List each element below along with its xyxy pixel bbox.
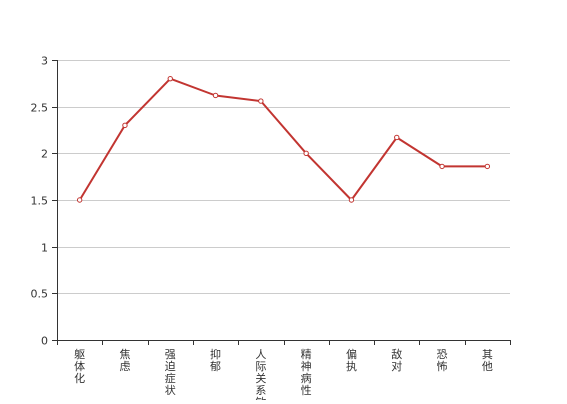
x-tick-label: 人际关系敏感 bbox=[255, 348, 266, 400]
series-line bbox=[78, 77, 488, 201]
data-point bbox=[348, 197, 355, 203]
x-tick-label: 强迫症状 bbox=[165, 348, 176, 397]
data-point bbox=[484, 163, 491, 170]
x-tick-label: 敌对 bbox=[391, 347, 402, 373]
y-tick-labels: 0 0.5 1 1.5 2 2.5 3 bbox=[31, 55, 49, 348]
y-tick-label: 1.5 bbox=[31, 195, 49, 208]
y-tick-label: 1 bbox=[41, 242, 48, 255]
x-tick-label: 偏执 bbox=[346, 347, 357, 373]
data-point bbox=[76, 197, 83, 203]
x-tick-label: 躯体化 bbox=[74, 348, 85, 385]
data-point bbox=[303, 150, 309, 157]
data-point bbox=[394, 134, 400, 141]
x-tick-labels: 躯体化 焦虑 强迫症状 抑郁 人际关系敏感 精神病性 偏执 敌对 恐怖 其他 bbox=[74, 347, 493, 404]
y-tick-label: 3 bbox=[41, 55, 48, 68]
grid-lines bbox=[57, 60, 510, 294]
x-tick-label: 恐怖 bbox=[437, 348, 448, 373]
data-point bbox=[439, 163, 445, 170]
data-point bbox=[122, 122, 128, 129]
y-tick-label: 0 bbox=[41, 335, 48, 348]
series-line-layer bbox=[76, 75, 491, 203]
y-tick-label: 2 bbox=[41, 148, 48, 161]
data-point bbox=[167, 75, 173, 82]
y-tick-label: 0.5 bbox=[31, 288, 49, 301]
y-tick-label: 2.5 bbox=[31, 102, 49, 115]
x-tick-label: 其他 bbox=[482, 348, 493, 373]
x-tick-label: 抑郁 bbox=[210, 347, 221, 373]
x-tick-label: 焦虑 bbox=[119, 348, 130, 373]
x-tick-label: 精神病性 bbox=[301, 348, 312, 397]
data-point bbox=[258, 98, 264, 104]
data-point bbox=[212, 92, 219, 99]
axes bbox=[52, 60, 511, 345]
